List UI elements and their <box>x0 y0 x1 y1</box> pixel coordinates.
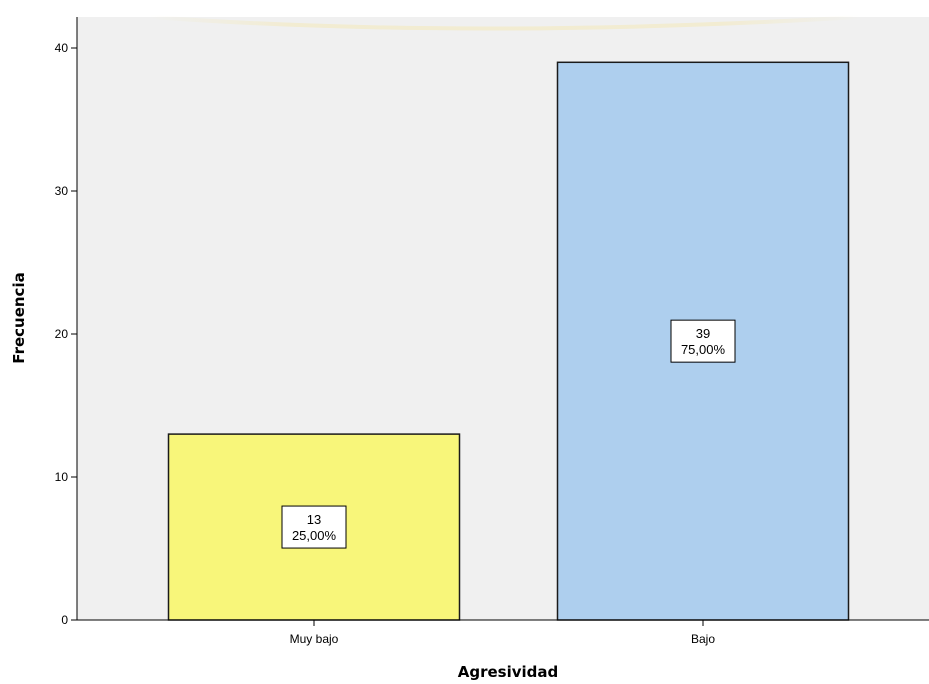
y-tick-label: 0 <box>61 613 68 627</box>
y-tick-label: 10 <box>55 470 69 484</box>
y-tick-label: 30 <box>55 184 69 198</box>
data-label-percent: 75,00% <box>681 342 726 357</box>
y-axis-title: Frecuencia <box>10 272 28 363</box>
watermark-arc <box>149 15 861 31</box>
y-tick-label: 20 <box>55 327 69 341</box>
data-label-count: 39 <box>696 326 710 341</box>
data-label-count: 13 <box>307 512 321 527</box>
data-label-background <box>670 319 736 363</box>
data-label-percent: 25,00% <box>292 528 337 543</box>
x-tick-label: Bajo <box>691 632 715 646</box>
x-axis-title: Agresividad <box>458 663 559 681</box>
x-tick-label: Muy bajo <box>290 632 339 646</box>
data-label-background <box>281 505 347 549</box>
y-tick-label: 40 <box>55 41 69 55</box>
